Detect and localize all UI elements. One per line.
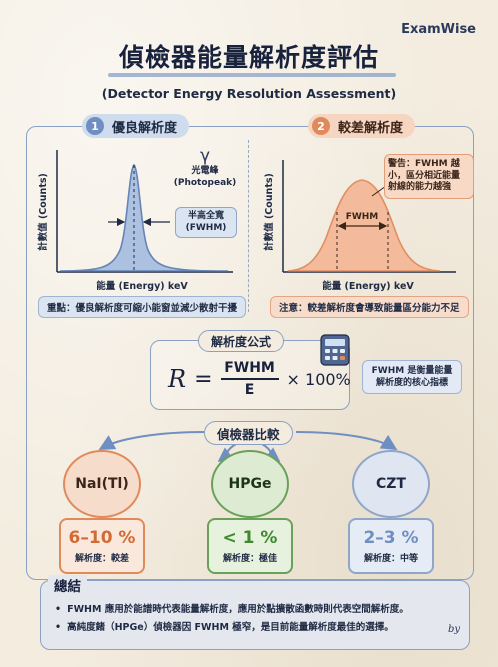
detector-czt: CZT: [352, 450, 430, 518]
summary-heading: 總結: [48, 575, 87, 595]
page-title: 偵檢器能量解析度評估: [118, 43, 379, 72]
fraction-bar: [220, 378, 279, 380]
panel-divider: [248, 140, 249, 312]
resolution-hpge: < 1 % 解析度：極佳: [207, 518, 293, 574]
formula-numerator: FWHM: [224, 360, 275, 376]
warning-line-2: 小，區分相近能量: [388, 170, 461, 181]
warning-line-3: 射線的能力越強: [388, 182, 452, 193]
formula-note: FWHM 是衡量能量 解析度的核心指標: [362, 360, 462, 395]
title-underline: [108, 73, 396, 77]
summary-item: 高純度鍺（HPGe）偵檢器因 FWHM 極窄，是目前能量解析度最佳的選擇。: [55, 619, 461, 637]
signature: by: [448, 624, 461, 635]
warning-pointer: [371, 185, 387, 197]
photopeak-annotation: γ 光電峰 (Photopeak): [165, 146, 245, 189]
resolution-czt: 2–3 % 解析度：中等: [348, 518, 434, 574]
bad-note: 注意：較差解析度會導致能量區分能力不足: [270, 296, 469, 318]
main-frame: [26, 126, 474, 580]
resolution-hpge-level: 解析度：極佳: [222, 554, 277, 564]
formula-denominator: E: [244, 382, 255, 398]
resolution-nai-value: 6–10 %: [68, 528, 136, 548]
detector-hpge: HPGe: [211, 450, 289, 518]
formula-fraction: FWHM E: [220, 360, 279, 398]
photopeak-label: 光電峰: [191, 166, 219, 176]
panel-bad-heading: 2 較差解析度: [308, 114, 416, 138]
arrow-to-nai: [98, 431, 205, 450]
fwhm-callout-en: (FWHM): [185, 222, 227, 233]
summary-item: FWHM 應用於能譜時代表能量解析度，應用於點擴散函數時則代表空間解析度。: [55, 601, 461, 619]
panel-good-number: 1: [86, 117, 104, 135]
panel-good-title: 優良解析度: [112, 120, 178, 136]
good-ylabel: 計數值 (Counts): [37, 173, 49, 251]
warning-line-1: 警告：FWHM 越: [388, 159, 460, 169]
panel-good-heading: 1 優良解析度: [82, 114, 190, 138]
calculator-icon: [320, 334, 350, 366]
summary-box: FWHM 應用於能譜時代表能量解析度，應用於點擴散函數時則代表空間解析度。 高純…: [40, 580, 470, 650]
resolution-czt-level: 解析度：中等: [363, 554, 418, 564]
bad-ylabel: 計數值 (Counts): [263, 173, 275, 251]
fwhm-callout: 半高全寬 (FWHM): [175, 207, 237, 239]
detector-nai: NaI(Tl): [63, 450, 141, 518]
panel-bad-number: 2: [312, 117, 330, 135]
comparison-heading: 偵檢器比較: [204, 421, 293, 445]
formula-heading: 解析度公式: [198, 330, 285, 352]
resolution-czt-value: 2–3 %: [363, 528, 419, 548]
formula-note-line-1: FWHM 是衡量能量: [371, 366, 453, 376]
good-note: 重點：優良解析度可縮小能窗並減少散射干擾: [38, 296, 247, 318]
gamma-icon: γ: [199, 146, 211, 166]
formula-multiplier: × 100%: [286, 369, 351, 389]
good-xlabel: 能量 (Energy) keV: [96, 280, 188, 292]
brand-logo: ExamWise: [401, 22, 476, 37]
summary-list: FWHM 應用於能譜時代表能量解析度，應用於點擴散函數時則代表空間解析度。 高純…: [55, 601, 461, 637]
bad-fwhm-label: FWHM: [346, 212, 379, 222]
resolution-nai-level: 解析度：較差: [74, 554, 129, 564]
fwhm-callout-zh: 半高全寬: [187, 211, 224, 221]
arrow-to-czt: [295, 431, 398, 451]
resolution-nai: 6–10 % 解析度：較差: [59, 518, 145, 574]
bad-xlabel: 能量 (Energy) keV: [322, 280, 414, 292]
resolution-formula: R = FWHM E × 100%: [168, 360, 351, 398]
panel-bad-title: 較差解析度: [338, 120, 404, 136]
formula-note-line-2: 解析度的核心指標: [375, 378, 448, 389]
formula-lhs: R: [168, 365, 187, 393]
warning-callout: 警告：FWHM 越 小，區分相近能量 射線的能力越強: [384, 154, 474, 200]
formula-equals: =: [194, 366, 213, 392]
resolution-hpge-value: < 1 %: [222, 528, 278, 548]
photopeak-en: (Photopeak): [173, 177, 237, 188]
page-subtitle: (Detector Energy Resolution Assessment): [101, 86, 397, 101]
